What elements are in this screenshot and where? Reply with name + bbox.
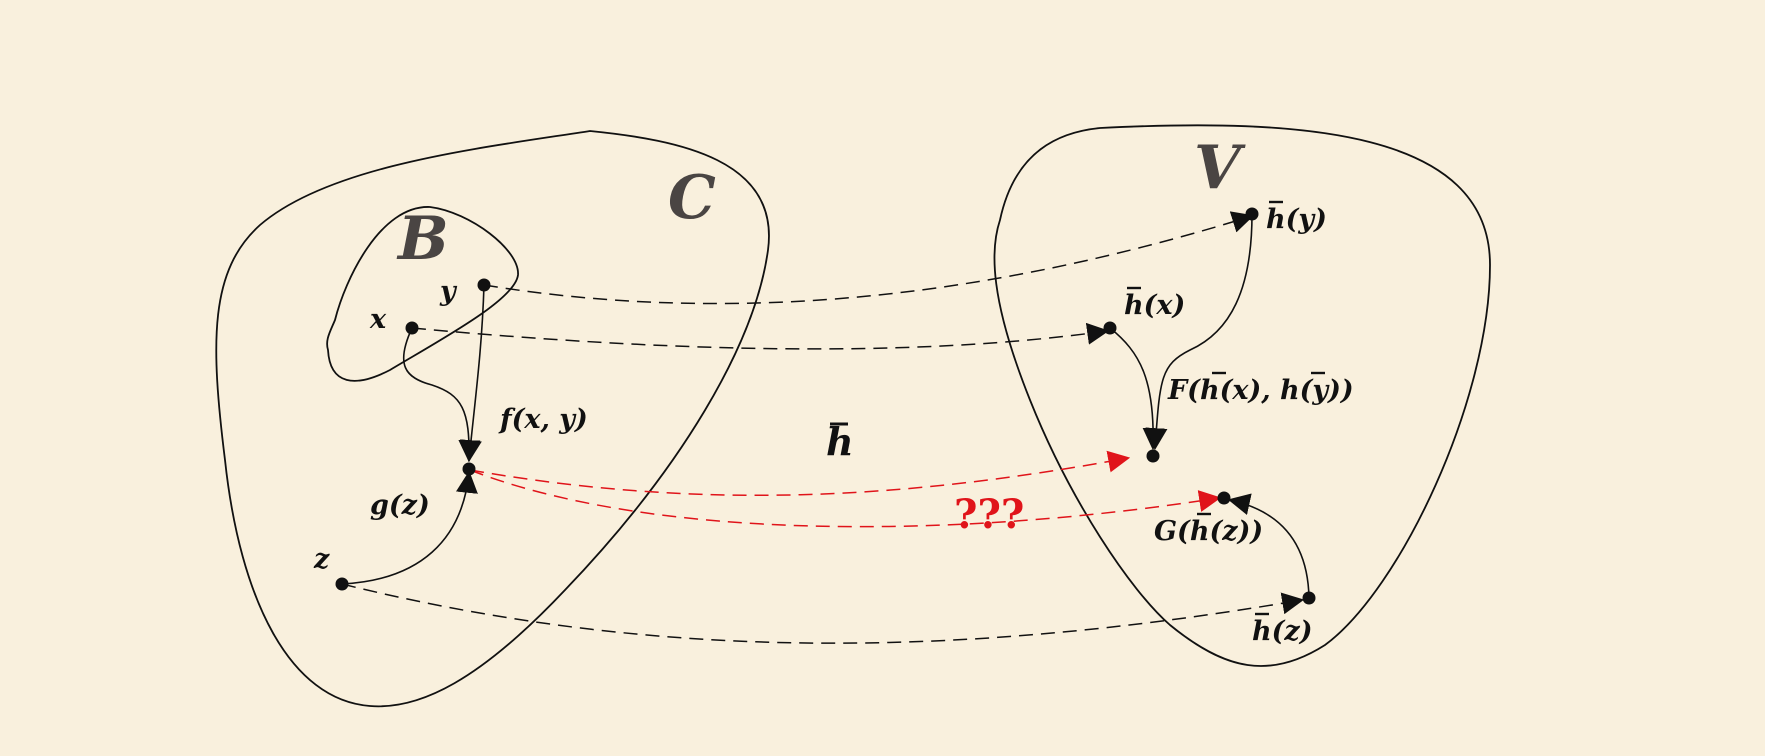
arrow-h-x	[411, 322, 1110, 350]
arrow-f-from-y	[460, 284, 485, 463]
arrow-h-z	[341, 583, 1305, 644]
set-c-label: C	[668, 163, 716, 233]
label-z: z	[313, 544, 330, 575]
set-v-label: V	[1194, 133, 1246, 203]
point-z	[335, 577, 349, 591]
label-G: G(h(z))	[1154, 516, 1263, 547]
point-hz	[1302, 591, 1316, 605]
arrow-g-from-z	[341, 470, 478, 585]
label-unknown: ???	[954, 491, 1024, 538]
arrow-h-y	[483, 211, 1255, 305]
set-b-outline	[326, 206, 519, 382]
label-hy: h(y)	[1266, 204, 1327, 235]
arrow-f-from-x	[402, 327, 481, 463]
point-G	[1217, 491, 1231, 505]
point-x	[405, 321, 419, 335]
arrow-F-from-hy	[1145, 213, 1253, 451]
set-b-label: B	[396, 204, 449, 274]
label-F: F(h(x), h(y))	[1167, 375, 1354, 406]
label-hx: h(x)	[1124, 290, 1185, 321]
point-f-xy	[462, 462, 476, 476]
label-h-map: h	[826, 419, 854, 464]
point-hy	[1245, 207, 1259, 221]
arrow-h-g	[469, 469, 1222, 528]
point-F	[1146, 449, 1160, 463]
label-x: x	[369, 304, 387, 335]
label-f-xy: f(x, y)	[498, 404, 588, 435]
arrow-h-f	[469, 450, 1131, 497]
point-y	[477, 278, 491, 292]
arrow-F-from-hx	[1109, 327, 1165, 451]
point-hx	[1103, 321, 1117, 335]
label-y: y	[439, 276, 458, 307]
set-c-outline	[215, 130, 770, 708]
set-v-outline	[993, 124, 1491, 667]
arrow-G-from-hz	[1227, 493, 1310, 599]
label-g-z: g(z)	[370, 490, 430, 521]
label-hz: h(z)	[1252, 616, 1313, 647]
